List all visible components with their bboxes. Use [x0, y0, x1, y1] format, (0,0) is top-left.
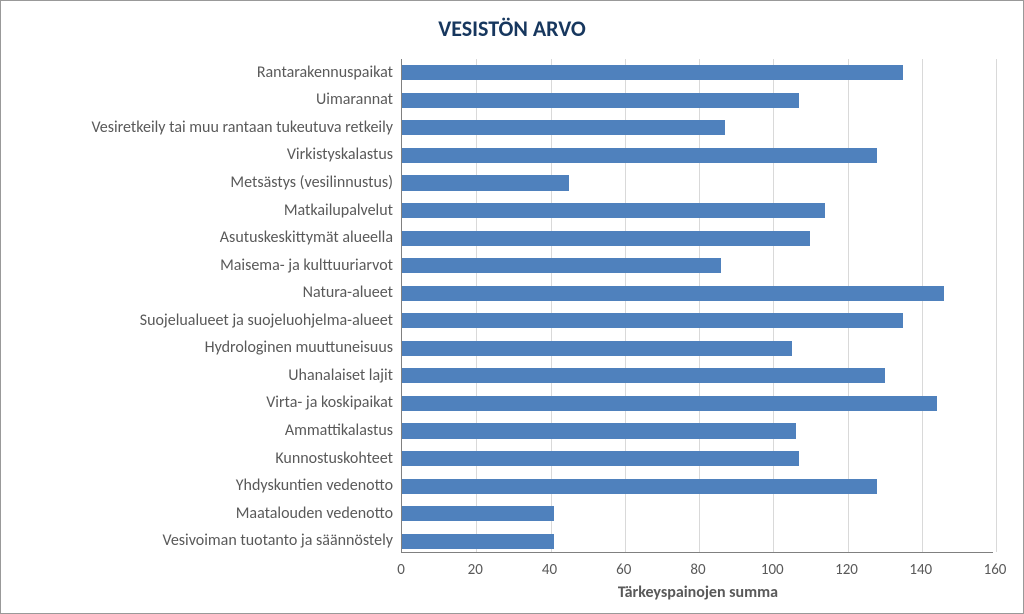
x-tick-label: 80	[690, 561, 705, 579]
y-axis-label: Maatalouden vedenotto	[236, 506, 393, 522]
bar	[402, 148, 877, 163]
plot-wrap: Rantarakennuspaikat Uimarannat Vesiretkeil…	[21, 59, 993, 553]
bar	[402, 120, 725, 135]
bar	[402, 368, 885, 383]
gridline	[996, 59, 997, 552]
y-axis-label: Rantarakennuspaikat	[257, 65, 393, 81]
y-axis-label: Uimarannat	[316, 92, 393, 108]
bar	[402, 451, 799, 466]
bar	[402, 93, 799, 108]
x-tick-label: 120	[835, 561, 858, 579]
x-tick-label: 40	[542, 561, 557, 579]
bar	[402, 203, 825, 218]
bar	[402, 534, 554, 549]
y-axis-label: Virkistyskalastus	[287, 147, 393, 163]
y-axis-label: Kunnostuskohteet	[275, 451, 393, 467]
bar	[402, 175, 569, 190]
chart-title: VESISTÖN ARVO	[1, 1, 1023, 48]
bar	[402, 506, 554, 521]
y-axis-label: Virta- ja koskipaikat	[266, 395, 393, 411]
bar	[402, 341, 792, 356]
y-axis-label: Vesivoiman tuotanto ja säännöstely	[163, 533, 393, 549]
x-axis-title: Tärkeyspainojen summa	[618, 583, 778, 602]
bar	[402, 396, 937, 411]
y-axis-label: Hydrologinen muuttuneisuus	[205, 340, 393, 356]
y-axis-label: Maisema- ja kulttuuriarvot	[220, 258, 393, 274]
x-tick-label: 100	[761, 561, 784, 579]
bar	[402, 65, 903, 80]
y-axis-label: Vesiretkeily tai muu rantaan tukeutuva r…	[91, 120, 393, 136]
bar	[402, 423, 796, 438]
x-tick-label: 60	[616, 561, 631, 579]
x-tick-label: 0	[397, 561, 405, 579]
gridline	[922, 59, 923, 552]
bar	[402, 479, 877, 494]
bar	[402, 286, 944, 301]
bar	[402, 313, 903, 328]
y-axis-label: Suojelualueet ja suojeluohjelma-alueet	[140, 313, 393, 329]
bar	[402, 231, 810, 246]
y-axis-label: Yhdyskuntien vedenotto	[236, 478, 393, 494]
y-axis-label: Natura-alueet	[303, 285, 393, 301]
plot-area	[401, 59, 993, 553]
x-tick-label: 140	[909, 561, 932, 579]
x-tick-label: 20	[468, 561, 483, 579]
y-axis-label: Asutuskeskittymät alueella	[220, 230, 393, 246]
y-axis-label: Uhanalaiset lajit	[288, 368, 393, 384]
y-axis-label: Metsästys (vesilinnustus)	[230, 175, 393, 191]
y-axis-label: Ammattikalastus	[285, 423, 393, 439]
x-tick-label: 160	[984, 561, 1007, 579]
y-axis-label: Matkailupalvelut	[284, 203, 393, 219]
y-axis-labels: Rantarakennuspaikat Uimarannat Vesiretkeil…	[21, 59, 401, 553]
bar	[402, 258, 721, 273]
chart-container: VESISTÖN ARVO Rantarakennuspaikat Uimaran…	[0, 0, 1024, 614]
